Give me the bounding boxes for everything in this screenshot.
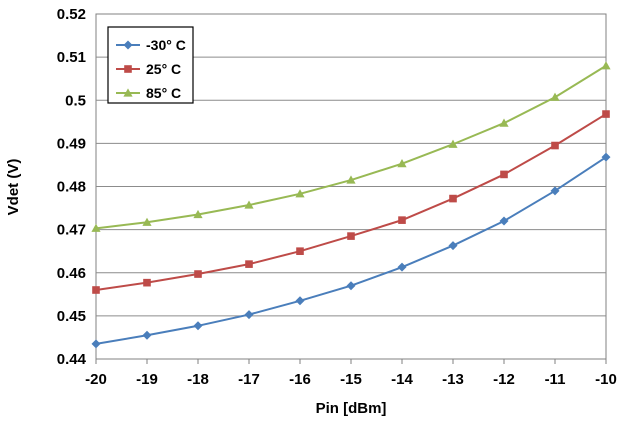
y-tick-label: 0.5 — [65, 92, 86, 109]
x-tick-label: -12 — [493, 371, 515, 388]
x-tick-label: -19 — [136, 371, 158, 388]
data-point — [346, 281, 356, 291]
data-point — [602, 110, 610, 118]
data-point — [550, 92, 560, 101]
x-tick-label: -20 — [85, 371, 107, 388]
data-point — [347, 232, 355, 240]
legend-label: 25° C — [146, 61, 181, 77]
data-point — [193, 321, 203, 331]
data-point — [245, 260, 253, 268]
data-point — [91, 339, 101, 349]
data-point — [244, 310, 254, 320]
y-tick-label: 0.44 — [57, 351, 87, 368]
data-point — [92, 286, 100, 294]
x-tick-label: -11 — [545, 371, 566, 388]
x-axis-title: Pin [dBm] — [316, 400, 387, 417]
legend-entry: 25° C — [116, 61, 181, 77]
y-tick-label: 0.47 — [57, 222, 86, 239]
legend-label: -30° C — [146, 37, 186, 53]
legend-box — [107, 26, 194, 104]
x-tick-label: -16 — [289, 371, 311, 388]
data-point — [142, 330, 152, 340]
data-point — [397, 262, 407, 272]
data-point — [142, 217, 152, 226]
data-point — [193, 209, 203, 219]
data-point — [398, 216, 406, 224]
data-point — [550, 186, 560, 196]
x-tick-label: -13 — [442, 371, 464, 388]
data-point — [296, 247, 304, 255]
data-point — [551, 141, 559, 150]
x-tick-label: -18 — [187, 371, 209, 388]
x-tick-label: -17 — [238, 371, 260, 388]
y-tick-label: 0.52 — [57, 6, 86, 23]
data-point — [448, 139, 458, 148]
series-2 — [92, 110, 610, 294]
data-point — [601, 61, 611, 70]
y-axis-ticks: 0.44 0.45 0.46 0.47 0.48 0.49 0.5 0.51 0.52 — [57, 6, 87, 368]
legend-entry: 85° C — [116, 85, 181, 101]
data-point — [499, 216, 509, 226]
x-tick-label: -10 — [595, 371, 617, 388]
data-point — [601, 152, 611, 162]
data-point — [123, 40, 133, 50]
y-tick-label: 0.48 — [57, 179, 86, 196]
data-point — [397, 159, 407, 168]
series-1 — [91, 152, 611, 349]
y-tick-label: 0.49 — [57, 135, 86, 152]
x-tick-label: -14 — [391, 371, 413, 388]
data-point — [91, 223, 101, 232]
y-tick-label: 0.51 — [57, 49, 86, 66]
data-point — [499, 118, 509, 127]
y-tick-label: 0.46 — [57, 265, 86, 282]
series-3 — [91, 61, 611, 232]
y-axis-title: Vdet (V) — [5, 159, 22, 216]
x-tick-label: -15 — [340, 371, 362, 388]
data-point — [295, 296, 305, 306]
legend-entry: -30° C — [116, 37, 186, 53]
data-point — [244, 200, 254, 209]
data-point — [124, 65, 132, 73]
gridlines — [96, 56, 606, 317]
data-point — [143, 278, 151, 287]
data-point — [346, 175, 356, 184]
legend-label: 85° C — [146, 85, 181, 101]
y-tick-label: 0.45 — [57, 308, 86, 325]
data-point — [500, 170, 508, 179]
series-layer — [91, 61, 611, 349]
data-point — [448, 241, 458, 251]
legend: -30° C 25° C 85° C — [107, 26, 194, 104]
x-axis-ticks: -20 -19 -18 -17 -16 -15 -14 -13 -12 -11 -10 — [85, 359, 617, 388]
data-point — [194, 270, 202, 278]
data-point — [295, 189, 305, 198]
data-point — [123, 88, 133, 97]
data-point — [449, 194, 457, 203]
